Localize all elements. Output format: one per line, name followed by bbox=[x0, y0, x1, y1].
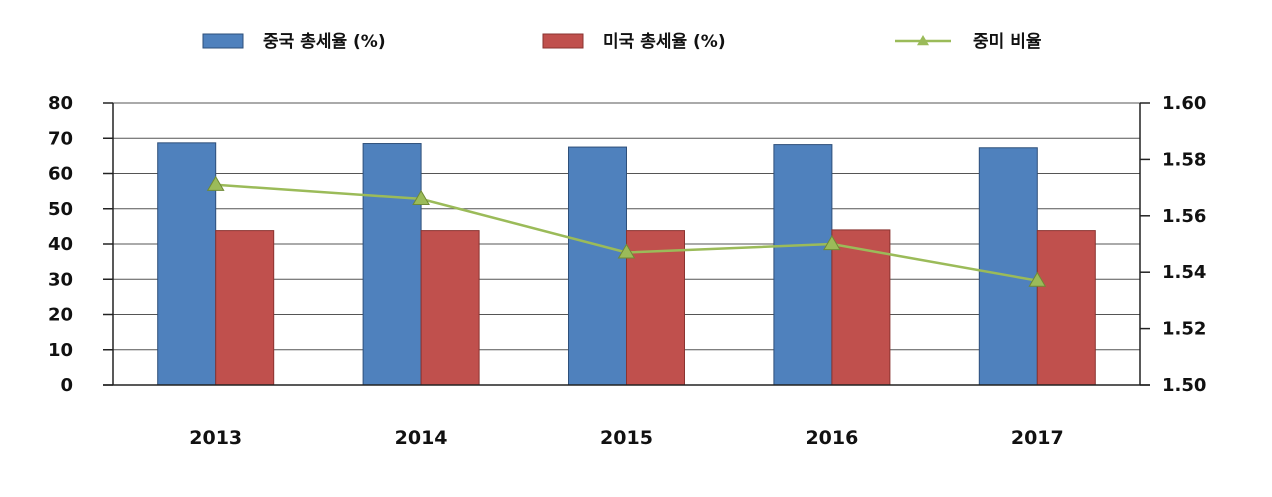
y-right-tick-label: 1.56 bbox=[1162, 206, 1206, 227]
legend-item-1: 중국 총세율 (%) bbox=[202, 32, 386, 52]
legend-item-2: 미국 총세율 (%) bbox=[542, 32, 726, 52]
china-tax-bar-2015 bbox=[568, 146, 627, 386]
us-tax-bar-2013 bbox=[215, 230, 275, 386]
legend-label: 미국 총세율 (%) bbox=[603, 32, 726, 52]
y-left-tick-label: 0 bbox=[60, 375, 73, 396]
y-right-tick-label: 1.52 bbox=[1162, 319, 1206, 340]
legend-item-3: 중미 비율 bbox=[895, 32, 1042, 52]
x-tick-label: 2016 bbox=[805, 427, 858, 449]
legend-label: 중국 총세율 (%) bbox=[263, 32, 386, 52]
legend-label: 중미 비율 bbox=[973, 32, 1042, 52]
ratio-line bbox=[206, 175, 1047, 287]
legend-swatch bbox=[202, 33, 244, 49]
china-tax-bar-2013 bbox=[157, 142, 217, 386]
ratio-marker-2014 bbox=[412, 189, 430, 205]
us-tax-bar-2017 bbox=[1036, 230, 1096, 386]
china-tax-bar-2014 bbox=[362, 143, 422, 386]
y-left-tick-label: 20 bbox=[48, 305, 73, 326]
bars bbox=[157, 142, 1096, 386]
ratio-marker-2015 bbox=[617, 243, 636, 259]
x-tick-label: 2014 bbox=[395, 427, 448, 449]
y-right-tick-label: 1.58 bbox=[1162, 149, 1206, 170]
us-tax-bar-2016 bbox=[831, 229, 891, 386]
ratio-marker-2013 bbox=[206, 175, 225, 191]
y-left-tick-label: 50 bbox=[48, 199, 73, 220]
tick-labels: 0 10 20 30 40 50 60 70 80 1.50 1.52 1.54 1.56 1.58 1.6… bbox=[48, 93, 1206, 449]
legend-triangle-icon bbox=[917, 35, 929, 46]
legend: 중국 총세율 (%) 미국 총세율 (%) 중미 비율 bbox=[202, 32, 1042, 52]
y-left-tick-label: 70 bbox=[48, 128, 73, 149]
legend-swatch bbox=[542, 33, 584, 49]
china-tax-bar-2016 bbox=[773, 144, 833, 386]
y-right-tick-label: 1.50 bbox=[1162, 375, 1206, 396]
y-right-tick-label: 1.54 bbox=[1162, 262, 1206, 283]
y-right-tick-label: 1.60 bbox=[1162, 93, 1206, 114]
ratio-marker-2017 bbox=[1028, 271, 1047, 287]
china-tax-bar-2017 bbox=[978, 147, 1038, 386]
x-tick-label: 2017 bbox=[1011, 427, 1064, 449]
axes bbox=[103, 102, 1150, 386]
y-left-tick-label: 80 bbox=[48, 93, 73, 114]
x-tick-label: 2013 bbox=[189, 427, 242, 449]
y-left-tick-label: 30 bbox=[48, 269, 73, 290]
x-tick-label: 2015 bbox=[600, 427, 653, 449]
y-left-tick-label: 40 bbox=[48, 234, 73, 255]
y-left-tick-label: 60 bbox=[48, 164, 73, 185]
us-tax-bar-2014 bbox=[420, 230, 480, 386]
ratio-marker-2016 bbox=[823, 235, 841, 251]
us-tax-bar-2015 bbox=[626, 230, 685, 386]
y-left-tick-label: 10 bbox=[48, 340, 73, 361]
